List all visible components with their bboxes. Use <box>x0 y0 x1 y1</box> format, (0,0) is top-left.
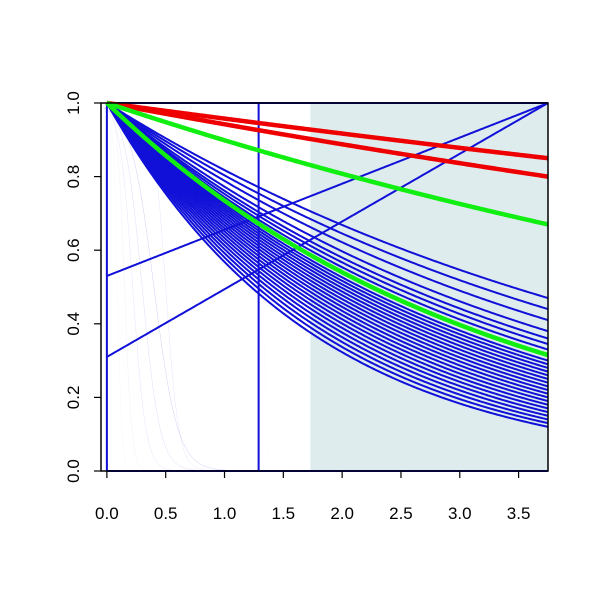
series-line-blue-26 <box>106 102 549 425</box>
x-tick-label: 1.0 <box>213 504 237 523</box>
x-axis: 0.0 0.5 1.0 1.5 2.0 2.5 3.0 3.5 <box>95 471 530 523</box>
x-tick-label: 0.0 <box>95 504 119 523</box>
x-tick-label: 2.0 <box>330 504 354 523</box>
series-line-blue-11 <box>106 102 549 369</box>
series-line-blue-13 <box>106 102 549 377</box>
series-line-red-43 <box>106 100 549 179</box>
x-tick-label: 0.5 <box>154 504 178 523</box>
series-line-blue-17 <box>106 102 549 392</box>
x-tick-label: 1.5 <box>272 504 296 523</box>
series-line-blue-16 <box>106 102 549 388</box>
series-line-blue-37 <box>106 102 549 358</box>
series-line-green-44 <box>106 100 549 227</box>
series-line-blue-10 <box>106 102 549 366</box>
series-line-blue-4 <box>106 102 549 333</box>
x-tick-label: 3.0 <box>448 504 472 523</box>
plot-frame <box>100 102 549 472</box>
series-line-blue-22 <box>106 102 549 410</box>
series-line-blue-19 <box>106 102 549 399</box>
series-line-blue-1 <box>106 102 549 299</box>
series-line-blue-36 <box>106 102 549 277</box>
y-tick-label: 1.0 <box>64 91 83 115</box>
series-line-blue-20 <box>106 102 549 403</box>
series-line-green-45 <box>105 101 549 358</box>
x-tick-label: 2.5 <box>389 504 413 523</box>
y-axis: 0.0 0.2 0.4 0.6 0.8 1.0 <box>64 91 101 483</box>
y-tick-label: 0.6 <box>64 238 83 262</box>
y-tick-label: 0.0 <box>64 459 83 483</box>
series-line-blue-25 <box>106 102 549 421</box>
series-line-blue-18 <box>106 102 549 395</box>
x-tick-label: 3.5 <box>507 504 531 523</box>
series-line-blue-6 <box>106 102 549 345</box>
y-tick-label: 0.2 <box>64 386 83 410</box>
series-line-blue-5 <box>106 102 549 340</box>
series-layer <box>103 100 549 472</box>
series-line-blue-23 <box>106 102 549 414</box>
series-line-red-42 <box>106 100 549 161</box>
series-line-blue-21 <box>106 102 549 406</box>
series-line-blue-2 <box>106 102 549 311</box>
series-line-blue-3 <box>106 102 549 322</box>
series-line-blue-14 <box>106 102 549 380</box>
y-tick-label: 0.4 <box>64 312 83 336</box>
y-tick-label: 0.8 <box>64 165 83 189</box>
series-line-blue-27 <box>106 102 549 428</box>
series-line-blue-24 <box>106 102 549 417</box>
series-line-blue-15 <box>106 102 549 384</box>
series-line-blue-12 <box>106 102 549 373</box>
